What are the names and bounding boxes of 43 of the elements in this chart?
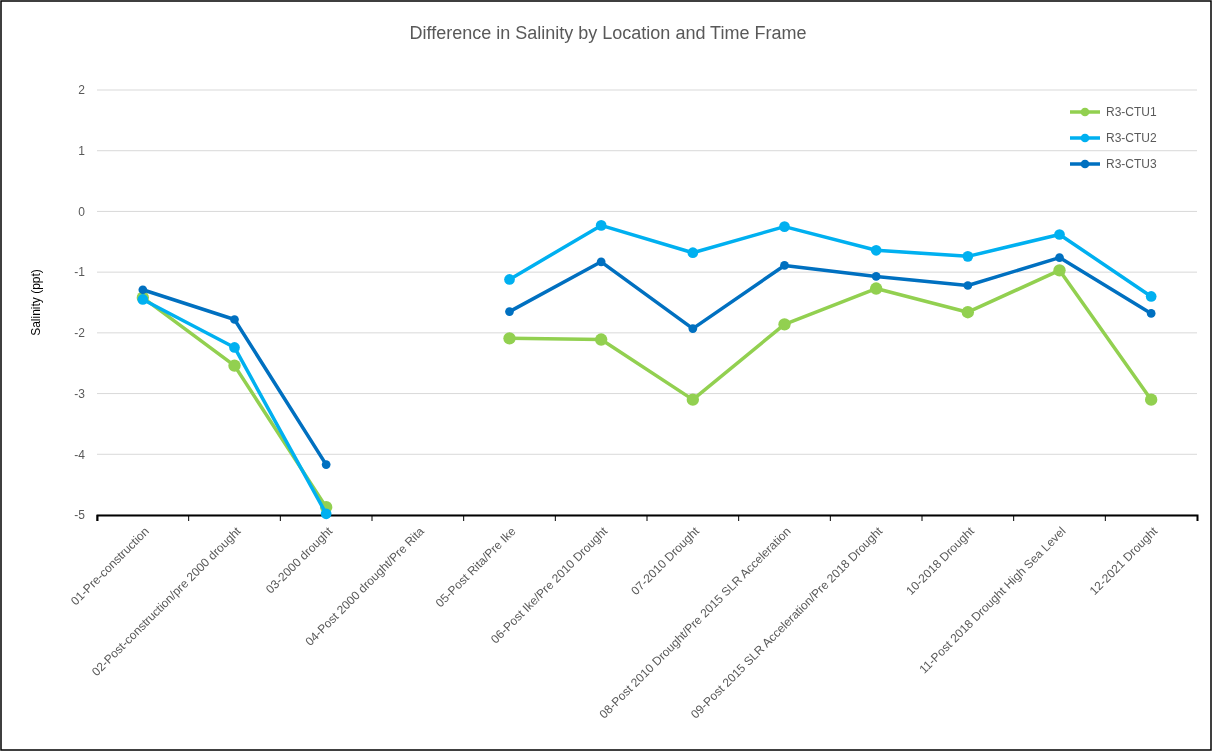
point bbox=[963, 281, 973, 290]
point bbox=[320, 508, 332, 520]
point bbox=[1145, 291, 1157, 302]
chart-title: Difference in Salinity by Location and Time Frame bbox=[409, 23, 807, 43]
point bbox=[504, 274, 515, 285]
point bbox=[1055, 253, 1064, 262]
y-tick-label: 0 bbox=[78, 204, 86, 219]
y-tick-label: 2 bbox=[78, 83, 86, 98]
point bbox=[229, 342, 240, 353]
point bbox=[321, 460, 331, 469]
point bbox=[1144, 393, 1158, 406]
point bbox=[871, 272, 881, 281]
point bbox=[962, 251, 974, 262]
y-tick-label: 1 bbox=[78, 144, 86, 159]
point bbox=[1054, 229, 1065, 240]
point bbox=[779, 221, 790, 232]
point bbox=[230, 315, 239, 324]
point bbox=[870, 244, 882, 256]
y-tick-label: -1 bbox=[74, 265, 86, 280]
y-tick-label: -5 bbox=[74, 508, 86, 523]
point bbox=[778, 318, 791, 331]
point bbox=[595, 220, 607, 231]
y-tick-label: -4 bbox=[74, 447, 86, 462]
legend-label: R3-CTU1 bbox=[1106, 105, 1157, 120]
point bbox=[686, 393, 700, 406]
point bbox=[869, 282, 883, 295]
point bbox=[780, 261, 789, 270]
point bbox=[688, 324, 698, 333]
point bbox=[961, 306, 975, 319]
legend-label: R3-CTU2 bbox=[1106, 131, 1157, 146]
point bbox=[1146, 309, 1156, 318]
y-tick-label: -2 bbox=[74, 326, 86, 341]
point bbox=[687, 247, 699, 259]
point bbox=[228, 359, 241, 372]
point bbox=[596, 257, 606, 267]
legend-label: R3-CTU3 bbox=[1106, 157, 1157, 172]
point bbox=[503, 332, 516, 345]
point bbox=[594, 333, 608, 346]
point bbox=[138, 285, 148, 295]
point bbox=[505, 307, 514, 316]
y-axis-title: Salinity (ppt) bbox=[29, 269, 43, 336]
point bbox=[1053, 264, 1066, 277]
y-tick-label: -3 bbox=[74, 386, 86, 401]
